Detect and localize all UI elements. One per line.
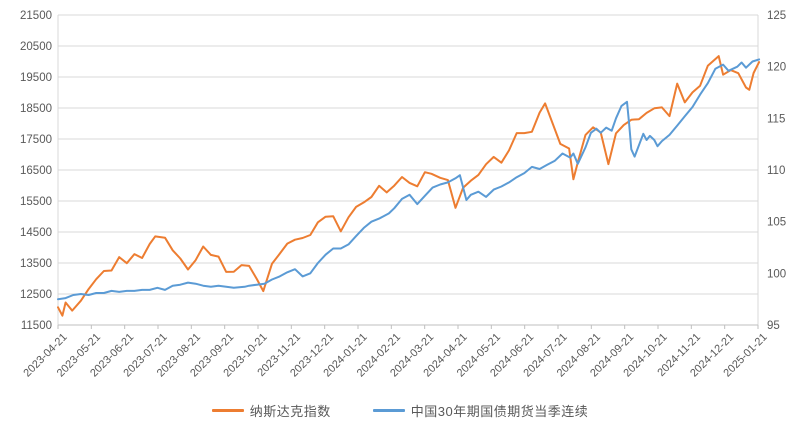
- right-axis-tick-label: 115: [767, 113, 785, 125]
- nasdaq-legend-label: 纳斯达克指数: [249, 404, 331, 419]
- left-axis-tick-label: 16500: [20, 165, 52, 177]
- legend-item-nasdaq[interactable]: 纳斯达克指数: [211, 401, 331, 420]
- right-axis-tick-label: 125: [767, 10, 786, 22]
- left-axis-tick-label: 17500: [20, 134, 52, 146]
- right-axis-tick-label: 105: [767, 217, 786, 229]
- left-axis-tick-label: 21500: [20, 10, 52, 22]
- bond-legend-label: 中国30年期国债期货当季连续: [410, 404, 589, 419]
- right-axis-tick-label: 110: [767, 165, 785, 177]
- left-axis-tick-label: 20500: [20, 41, 52, 53]
- left-axis-tick-label: 14500: [20, 227, 52, 239]
- left-axis-tick-label: 15500: [20, 196, 52, 208]
- right-axis-tick-label: 95: [767, 320, 780, 332]
- chart-legend: 纳斯达克指数 中国30年期国债期货当季连续: [0, 401, 800, 420]
- left-axis-tick-label: 12500: [20, 289, 52, 301]
- legend-item-bond-futures[interactable]: 中国30年期国债期货当季连续: [372, 401, 589, 420]
- series-line-bond-futures: [57, 58, 761, 301]
- left-axis-tick-label: 11500: [21, 320, 52, 332]
- left-axis-tick-label: 13500: [20, 258, 52, 270]
- right-axis-tick-label: 100: [767, 268, 786, 280]
- left-axis-tick-label: 19500: [20, 72, 52, 84]
- bond-line-swatch: [372, 409, 405, 412]
- series-line-nasdaq: [57, 55, 761, 317]
- right-axis-tick-label: 120: [767, 62, 786, 74]
- nasdaq-line-swatch: [211, 409, 244, 412]
- left-axis-tick-label: 18500: [20, 103, 52, 115]
